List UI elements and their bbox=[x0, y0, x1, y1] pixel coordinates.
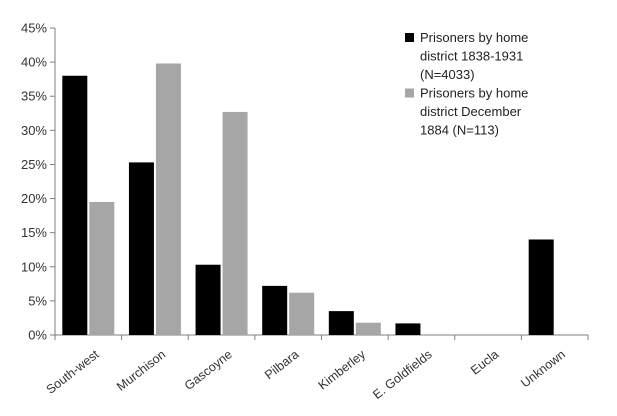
legend-label: Prisoners by home bbox=[420, 30, 528, 45]
x-category-label: Gascoyne bbox=[182, 347, 235, 393]
y-tick-label: 40% bbox=[21, 55, 47, 70]
legend: Prisoners by home district 1838-1931 (N=40… bbox=[405, 30, 528, 138]
y-tick-label: 20% bbox=[21, 191, 47, 206]
x-category-label: Murchison bbox=[114, 347, 168, 394]
x-category-label: Pilbara bbox=[262, 347, 301, 382]
x-axis: South-west Murchison Gascoyne Pilbara Kimber… bbox=[44, 334, 589, 402]
x-category-label: Eucla bbox=[468, 347, 501, 377]
y-tick-label: 45% bbox=[21, 21, 47, 36]
x-category-label: South-west bbox=[44, 347, 102, 397]
x-category-label: Unknown bbox=[518, 347, 568, 390]
bar-series-1838-1931-2 bbox=[195, 264, 221, 335]
y-tick-label: 0% bbox=[28, 328, 47, 343]
bar-series-1838-1931-4 bbox=[328, 311, 354, 335]
legend-label: Prisoners by home bbox=[420, 86, 528, 101]
y-tick-label: 30% bbox=[21, 123, 47, 138]
y-tick-label: 5% bbox=[28, 293, 47, 308]
legend-label: 1884 (N=113) bbox=[420, 123, 499, 138]
y-tick-label: 35% bbox=[21, 89, 47, 104]
bar-series-1884-2 bbox=[222, 111, 248, 335]
y-tick-label: 15% bbox=[21, 225, 47, 240]
x-category-label: Kimberley bbox=[316, 347, 369, 393]
bar-series-1884-3 bbox=[289, 292, 315, 335]
bar-series-1838-1931-1 bbox=[128, 162, 154, 335]
legend-label: district December bbox=[420, 104, 522, 119]
legend-label: district 1838-1931 bbox=[420, 49, 523, 64]
legend-label: (N=4033) bbox=[420, 67, 475, 82]
bar-series-1884-4 bbox=[355, 322, 381, 335]
x-category-label: E. Goldfields bbox=[370, 347, 434, 402]
legend-swatch bbox=[405, 33, 414, 42]
bar-series-1884-1 bbox=[155, 63, 181, 335]
bar-series-1884-0 bbox=[89, 201, 115, 335]
y-tick-label: 10% bbox=[21, 259, 47, 274]
y-axis: 0% 5% 10% 15% 20% 25% 30% 35% 40% 45% bbox=[21, 21, 56, 343]
y-tick-label: 25% bbox=[21, 157, 47, 172]
bar-series-1838-1931-5 bbox=[395, 323, 421, 335]
bar-series-1838-1931-7 bbox=[528, 239, 554, 335]
legend-swatch bbox=[405, 88, 414, 98]
bars bbox=[62, 63, 554, 335]
bar-series-1838-1931-0 bbox=[62, 75, 88, 335]
bar-series-1838-1931-3 bbox=[262, 285, 288, 335]
